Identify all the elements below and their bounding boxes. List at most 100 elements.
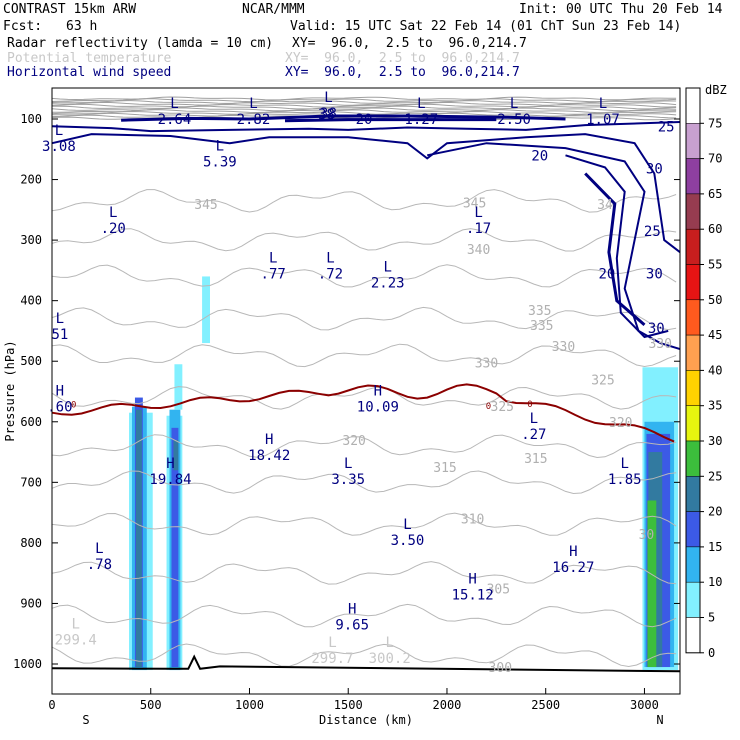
init-time: Init: 00 UTC Thu 20 Feb 14 <box>519 2 723 17</box>
center-value: 5.39 <box>203 154 237 170</box>
pressure-center-19: L3.50 <box>391 517 425 549</box>
colorbar-label-40: 40 <box>708 363 722 377</box>
pressure-center-11: L.72 <box>318 250 343 282</box>
colorbar-label-0: 0 <box>708 646 715 660</box>
reflectivity-cell-a-25 <box>135 409 142 668</box>
tropopause-line <box>51 383 675 443</box>
center-value: 10.09 <box>357 400 399 416</box>
wind-contour-5 <box>584 172 646 327</box>
pressure-center-0: L2.64 <box>158 96 192 128</box>
center-value: .60 <box>47 400 72 416</box>
colorbar-label-10: 10 <box>708 575 722 589</box>
center-value: 18.42 <box>248 448 290 464</box>
colorbar-swatch-12 <box>685 511 701 548</box>
colorbar-label-60: 60 <box>708 222 722 236</box>
center-value: 1.27 <box>404 112 438 128</box>
theta-contour-upper-7 <box>52 109 677 114</box>
theta-contour-upper-3 <box>51 101 677 106</box>
wind-contour-2 <box>427 142 681 351</box>
center-letter: L <box>510 96 518 112</box>
x-axis-label: Distance (km) <box>319 713 413 727</box>
theta-contour-6 <box>51 434 677 459</box>
y-tick-label: 300 <box>20 233 42 247</box>
center-letter: L <box>170 96 178 112</box>
pressure-center-20: L.78 <box>87 541 112 573</box>
center-value: 2.23 <box>371 275 405 291</box>
pressure-center-9: L.17 <box>466 205 491 237</box>
theta-label-17: 30 <box>639 528 655 543</box>
y-tick-label: 600 <box>20 415 42 429</box>
left-end-label: S <box>82 713 89 727</box>
theta-contour-upper-6 <box>51 107 677 112</box>
center-letter: H <box>348 602 356 618</box>
pressure-center-6: L3.08 <box>42 123 76 155</box>
org-title: NCAR/MMM <box>242 2 305 17</box>
colorbar-swatch-10 <box>685 440 701 477</box>
wind-label-0: 25 <box>658 119 675 135</box>
center-letter: H <box>569 544 577 560</box>
center-letter: H <box>265 432 273 448</box>
theta-label-10: 320 <box>609 416 632 431</box>
center-letter: L <box>530 411 538 427</box>
x-tick-label: 2500 <box>531 698 560 712</box>
center-value: 15.12 <box>452 587 494 603</box>
colorbar-swatch-9 <box>685 405 701 442</box>
center-value: 38 <box>320 106 337 122</box>
center-letter: L <box>109 205 117 221</box>
x-tick-label: 1000 <box>235 698 264 712</box>
tropopause-marker-2: 0 <box>71 401 76 411</box>
theta-label-4: 335 <box>528 304 551 319</box>
wind-label-7: 20 <box>356 112 373 128</box>
pressure-center-22: H15.12 <box>452 571 494 603</box>
reflectivity-cell-c-10 <box>202 276 210 344</box>
center-value: 51 <box>51 327 68 343</box>
center-letter: L <box>344 456 352 472</box>
model-title: CONTRAST 15km ARW <box>3 2 137 17</box>
field-3-name: Horizontal wind speed <box>7 65 172 80</box>
pressure-center-28: L51 <box>51 311 68 343</box>
pressure-center-15: H18.42 <box>248 432 290 464</box>
wind-label-2: 30 <box>646 162 663 178</box>
pressure-center-8: L.20 <box>101 205 126 237</box>
theta-label-14: 310 <box>461 513 484 528</box>
center-letter: L <box>385 635 393 651</box>
colorbar-label-30: 30 <box>708 434 722 448</box>
wind-contour-6 <box>284 118 497 123</box>
field-1-xy: XY= 96.0, 2.5 to 96.0,214.7 <box>292 36 527 51</box>
field-1-name: Radar reflectivity (lamda = 10 cm) <box>7 36 274 51</box>
center-value: 3.35 <box>331 472 365 488</box>
wind-label-3: 25 <box>644 224 661 240</box>
center-value: 9.65 <box>335 618 369 634</box>
theta-contour-2 <box>51 264 677 288</box>
pressure-center-12: L2.23 <box>371 259 405 291</box>
fcst-label: Fcst: <box>3 19 43 34</box>
center-letter: H <box>468 571 476 587</box>
valid-time: Valid: 15 UTC Sat 22 Feb 14 (01 ChT Sun … <box>290 19 682 34</box>
theta-contour-11 <box>51 643 677 668</box>
theta-label-2: 34 <box>597 198 613 213</box>
center-value: 299.4 <box>55 633 97 649</box>
special-lines: 0 0 0 <box>51 383 681 673</box>
colorbar-swatch-5 <box>685 264 701 301</box>
colorbar-label-15: 15 <box>708 540 722 554</box>
center-letter: L <box>56 311 64 327</box>
center-value: 300.2 <box>369 651 411 667</box>
y-tick-label: 900 <box>20 596 42 610</box>
center-letter: L <box>620 456 628 472</box>
theta-label-13: 315 <box>524 452 547 467</box>
colorbar-swatch-11 <box>685 476 701 512</box>
pressure-center-13: H10.09 <box>357 384 399 416</box>
wind-contour-0 <box>51 121 681 133</box>
center-value: 2.50 <box>497 112 531 128</box>
colorbar-label-50: 50 <box>708 293 722 307</box>
theta-label-3: 340 <box>467 243 490 258</box>
colorbar-swatch-2 <box>685 158 701 195</box>
center-letter: L <box>328 635 336 651</box>
theta-contour-9 <box>51 561 677 585</box>
center-value: 2.64 <box>158 112 192 128</box>
y-axis-label: Pressure (hPa) <box>3 340 17 441</box>
colorbar-swatch-6 <box>685 299 701 336</box>
colorbar-swatch-8 <box>685 370 701 406</box>
theta-contour-1 <box>51 228 677 252</box>
